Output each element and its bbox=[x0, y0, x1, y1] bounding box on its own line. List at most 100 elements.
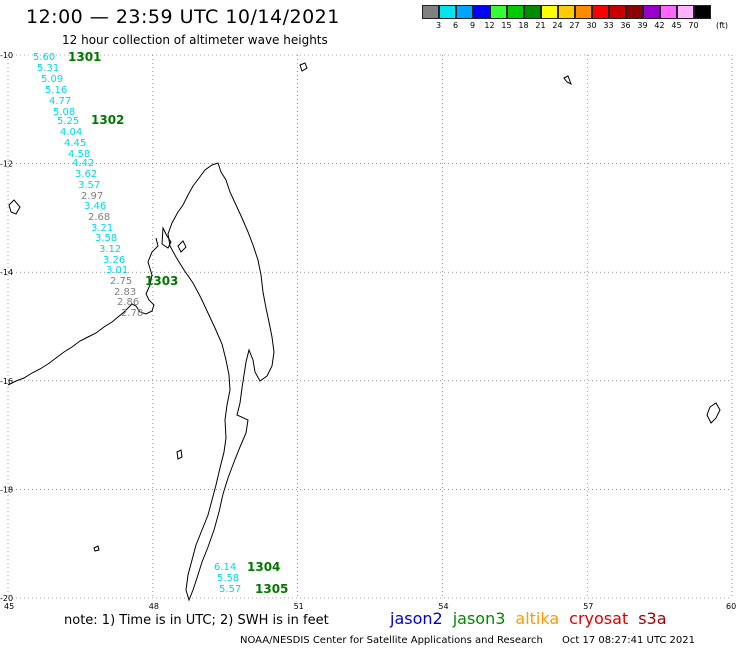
wave-height-value: 2.78 bbox=[121, 308, 143, 319]
wave-height-value: 2.97 bbox=[81, 191, 103, 202]
satellite-altika: altika bbox=[515, 609, 560, 628]
legend-swatch bbox=[558, 5, 575, 19]
coastline bbox=[7, 62, 721, 602]
wave-height-value: 5.31 bbox=[37, 63, 59, 74]
island-south bbox=[176, 449, 183, 460]
legend-swatch bbox=[592, 5, 609, 19]
pass-time-label: 1304 bbox=[247, 560, 280, 574]
color-legend: 3 6 9 12 15 18 21 24 27 30 33 36 39 42 45 70 bbox=[422, 5, 711, 30]
wave-height-value: 4.58 bbox=[68, 149, 90, 160]
latitude-tick-label: -20 bbox=[0, 594, 13, 603]
longitude-tick-label: 54 bbox=[438, 602, 448, 611]
legend-swatches bbox=[422, 5, 711, 19]
legend-label: 70 bbox=[688, 21, 699, 30]
wave-height-value: 5.58 bbox=[217, 573, 239, 584]
legend-label: 24 bbox=[552, 21, 563, 30]
island-north-1 bbox=[299, 62, 308, 72]
wave-height-value: 2.86 bbox=[117, 297, 139, 308]
wave-height-value: 3.21 bbox=[91, 223, 113, 234]
pass-time-labels: 1301 1302 1303 1304 1305 bbox=[68, 50, 288, 596]
legend-swatch bbox=[541, 5, 558, 19]
wave-height-value: 2.68 bbox=[88, 212, 110, 223]
africa-coast bbox=[7, 237, 159, 386]
map-grid bbox=[7, 54, 733, 599]
reunion-mauritius bbox=[706, 402, 721, 424]
latitude-tick-label: -14 bbox=[0, 268, 13, 277]
legend-swatch bbox=[694, 5, 711, 19]
wave-height-value: 5.60 bbox=[33, 52, 55, 63]
satellite-jason3: jason3 bbox=[452, 609, 506, 628]
wave-height-value: 5.25 bbox=[57, 116, 79, 127]
latitude-tick-label: -10 bbox=[0, 51, 13, 60]
legend-swatch bbox=[490, 5, 507, 19]
legend-swatch bbox=[422, 5, 439, 19]
wave-height-value: 5.57 bbox=[219, 584, 241, 595]
wave-height-value: 3.62 bbox=[75, 169, 97, 180]
legend-swatch bbox=[575, 5, 592, 19]
legend-label: 42 bbox=[654, 21, 665, 30]
wave-height-value: 2.83 bbox=[114, 287, 136, 298]
wave-height-value: 2.75 bbox=[110, 276, 132, 287]
legend-swatch bbox=[473, 5, 490, 19]
legend-label: 39 bbox=[637, 21, 648, 30]
legend-swatch bbox=[660, 5, 677, 19]
island-north-2 bbox=[563, 75, 572, 86]
wave-height-value: 3.01 bbox=[106, 265, 128, 276]
legend-label: 15 bbox=[501, 21, 512, 30]
longitude-tick-label: 51 bbox=[294, 602, 304, 611]
legend-label: 30 bbox=[586, 21, 597, 30]
footer-credit: NOAA/NESDIS Center for Satellite Applica… bbox=[240, 635, 695, 646]
pass-time-label: 1302 bbox=[91, 113, 124, 127]
legend-label: 12 bbox=[484, 21, 495, 30]
wave-height-value: 3.12 bbox=[99, 244, 121, 255]
legend-label: 27 bbox=[569, 21, 580, 30]
satellite-cryosat: cryosat bbox=[569, 609, 629, 628]
legend-labels: 3 6 9 12 15 18 21 24 27 30 33 36 39 42 45 70 bbox=[422, 19, 711, 30]
wave-height-value: 3.58 bbox=[95, 233, 117, 244]
legend-label: 45 bbox=[671, 21, 682, 30]
axis-labels: 45 48 51 54 57 60 -10 -12 -14 -16 -18 -20 bbox=[0, 51, 736, 611]
satellite-legend: jason2 jason3 altika cryosat s3a bbox=[390, 609, 677, 628]
generated-timestamp: Oct 17 08:27:41 UTC 2021 bbox=[562, 635, 695, 646]
wave-height-value: 3.26 bbox=[103, 255, 125, 266]
legend-swatch bbox=[507, 5, 524, 19]
legend-swatch bbox=[643, 5, 660, 19]
latitude-tick-label: -18 bbox=[0, 485, 13, 494]
legend-swatch bbox=[677, 5, 694, 19]
comoros-mayotte bbox=[161, 226, 187, 253]
wave-height-value: 5.08 bbox=[53, 107, 75, 118]
legend-label: 18 bbox=[518, 21, 529, 30]
pass-time-label: 1301 bbox=[68, 50, 101, 64]
wave-height-value: 3.46 bbox=[84, 201, 106, 212]
latitude-tick-label: -16 bbox=[0, 377, 13, 386]
madagascar-coast bbox=[167, 162, 275, 602]
longitude-tick-label: 45 bbox=[4, 602, 14, 611]
legend-label: 9 bbox=[469, 21, 476, 30]
legend-units: (ft) bbox=[716, 21, 729, 30]
legend-label: 21 bbox=[535, 21, 546, 30]
legend-swatch bbox=[456, 5, 473, 19]
longitude-tick-label: 48 bbox=[149, 602, 159, 611]
satellite-jason2: jason2 bbox=[390, 609, 443, 628]
satellite-s3a: s3a bbox=[638, 609, 667, 628]
legend-label: 36 bbox=[620, 21, 631, 30]
legend-label: 33 bbox=[603, 21, 614, 30]
legend-swatch bbox=[439, 5, 456, 19]
units-note: note: 1) Time is in UTC; 2) SWH is in fe… bbox=[64, 613, 329, 628]
wave-height-value: 5.16 bbox=[45, 85, 67, 96]
pass-time-label: 1303 bbox=[145, 274, 178, 288]
island-dot bbox=[93, 545, 100, 552]
credit-text: NOAA/NESDIS Center for Satellite Applica… bbox=[240, 635, 543, 646]
latitude-tick-label: -12 bbox=[0, 160, 13, 169]
wave-height-value: 3.57 bbox=[78, 180, 100, 191]
wave-height-value: 4.77 bbox=[49, 96, 71, 107]
pass-time-label: 1305 bbox=[255, 582, 288, 596]
islands-west bbox=[8, 199, 21, 215]
wave-height-values: 5.605.315.095.164.775.085.254.044.454.58… bbox=[33, 52, 241, 595]
longitude-tick-label: 60 bbox=[726, 602, 736, 611]
wave-height-value: 4.45 bbox=[64, 138, 86, 149]
chart-subtitle: 12 hour collection of altimeter wave hei… bbox=[62, 33, 328, 47]
legend-label: 6 bbox=[452, 21, 459, 30]
wave-height-value: 6.14 bbox=[214, 562, 236, 573]
